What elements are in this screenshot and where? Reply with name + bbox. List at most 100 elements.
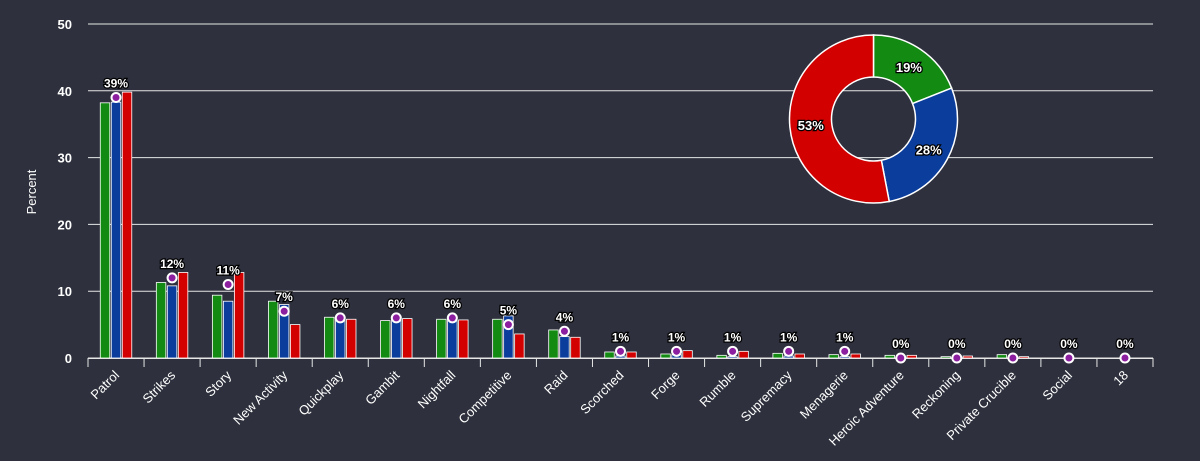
x-tick-label: New Activity xyxy=(230,367,291,428)
data-label: 1% xyxy=(612,330,630,344)
donut-slice-label: 53% xyxy=(798,118,824,133)
bar-blue xyxy=(559,336,570,359)
y-axis-title: Percent xyxy=(24,169,39,214)
bar-green xyxy=(380,320,391,359)
data-label: 1% xyxy=(724,330,742,344)
average-marker xyxy=(558,325,570,337)
bar-red xyxy=(458,319,469,359)
bar-red xyxy=(402,318,413,359)
bar-red xyxy=(794,353,805,359)
bar-green xyxy=(716,354,727,359)
bar-green xyxy=(436,318,447,359)
data-label: 6% xyxy=(332,297,350,311)
average-marker xyxy=(895,352,907,364)
bar-group xyxy=(380,318,413,359)
bar-red xyxy=(962,355,973,359)
data-label: 4% xyxy=(556,310,574,324)
bar-blue xyxy=(391,319,402,359)
average-marker xyxy=(390,312,402,324)
data-label: 0% xyxy=(892,337,910,351)
data-label: 0% xyxy=(1116,337,1134,351)
data-label: 0% xyxy=(1004,337,1022,351)
x-tick-label: Supremacy xyxy=(738,367,795,424)
average-marker xyxy=(1007,352,1019,364)
bar-green xyxy=(155,282,167,359)
bar-red xyxy=(514,333,525,359)
data-label: 6% xyxy=(444,297,462,311)
donut-slice xyxy=(880,87,959,203)
x-tick-label: Competitive xyxy=(455,368,514,427)
average-marker xyxy=(615,345,626,357)
bar-green xyxy=(660,353,671,359)
average-marker xyxy=(334,312,346,324)
x-tick-label: 18 xyxy=(1110,368,1131,389)
data-label: 5% xyxy=(500,304,518,318)
bar-blue xyxy=(166,285,178,359)
bar-blue xyxy=(727,356,738,359)
bar-red xyxy=(346,318,357,359)
average-marker xyxy=(839,345,851,357)
bar-blue xyxy=(110,101,122,359)
y-tick-label: 50 xyxy=(58,17,72,32)
average-marker xyxy=(446,312,458,324)
bar-green xyxy=(604,351,615,359)
average-marker xyxy=(1063,352,1075,364)
bar-green xyxy=(99,102,111,359)
bar-green xyxy=(996,354,1008,359)
donut-slice-label: 19% xyxy=(896,60,922,75)
bar-red xyxy=(626,351,637,359)
data-label: 1% xyxy=(668,330,686,344)
bar-group xyxy=(436,318,469,359)
bar-red xyxy=(290,324,301,359)
donut-slice xyxy=(788,34,891,204)
x-tick-label: Gambit xyxy=(362,367,403,408)
x-tick-label: Rumble xyxy=(696,368,738,410)
bar-red xyxy=(233,272,245,359)
gridlines xyxy=(88,23,1153,359)
average-marker xyxy=(110,91,122,103)
average-marker xyxy=(502,319,514,331)
y-tick-label: 20 xyxy=(58,217,72,232)
bar-group xyxy=(155,272,189,359)
average-marker xyxy=(727,345,739,357)
data-label: 11% xyxy=(216,264,240,278)
data-label: 1% xyxy=(836,330,854,344)
donut-chart: 19% 28% 53% xyxy=(788,34,959,204)
y-tick-label: 40 xyxy=(58,84,72,99)
average-marker xyxy=(1119,352,1131,364)
bar-green xyxy=(884,354,895,359)
x-tick-label: Patrol xyxy=(88,367,123,402)
bar-red xyxy=(850,353,861,359)
bar-green xyxy=(828,354,839,359)
data-label: 39% xyxy=(104,76,128,90)
average-markers: 39% 12% 11% 7% 6% 6% 6% 5% 4% 1% 1% 1% 1% 1% 0% 0% 0% 0% 0… xyxy=(103,75,1135,364)
bar-blue xyxy=(222,300,234,359)
bar-green xyxy=(548,329,559,359)
bar-blue xyxy=(335,317,346,359)
x-tick-label: Forge xyxy=(648,368,683,403)
bar-blue xyxy=(839,356,850,359)
bar-red xyxy=(570,336,581,359)
bar-red xyxy=(121,91,133,359)
y-axis-ticks: 0 10 20 30 40 50 xyxy=(58,17,72,366)
y-tick-label: 30 xyxy=(58,151,72,166)
x-tick-label: Quickplay xyxy=(295,367,346,418)
x-tick-label: Story xyxy=(202,367,234,399)
x-tick-label: Scorched xyxy=(577,368,626,417)
bar-green xyxy=(940,356,951,359)
average-marker xyxy=(166,272,178,284)
x-tick-label: Menagerie xyxy=(797,368,851,422)
x-tick-label: Reckoning xyxy=(909,368,963,422)
bar-red xyxy=(738,350,749,359)
x-tick-label: Nightfall xyxy=(415,367,459,411)
donut-slice-label: 28% xyxy=(916,142,942,157)
bar-red xyxy=(906,354,917,359)
data-label: 0% xyxy=(948,337,966,351)
bar-red xyxy=(1018,356,1030,359)
y-tick-label: 10 xyxy=(58,284,72,299)
x-tick-label: Strikes xyxy=(139,367,178,406)
average-marker xyxy=(671,345,683,357)
data-label: 12% xyxy=(160,257,184,271)
